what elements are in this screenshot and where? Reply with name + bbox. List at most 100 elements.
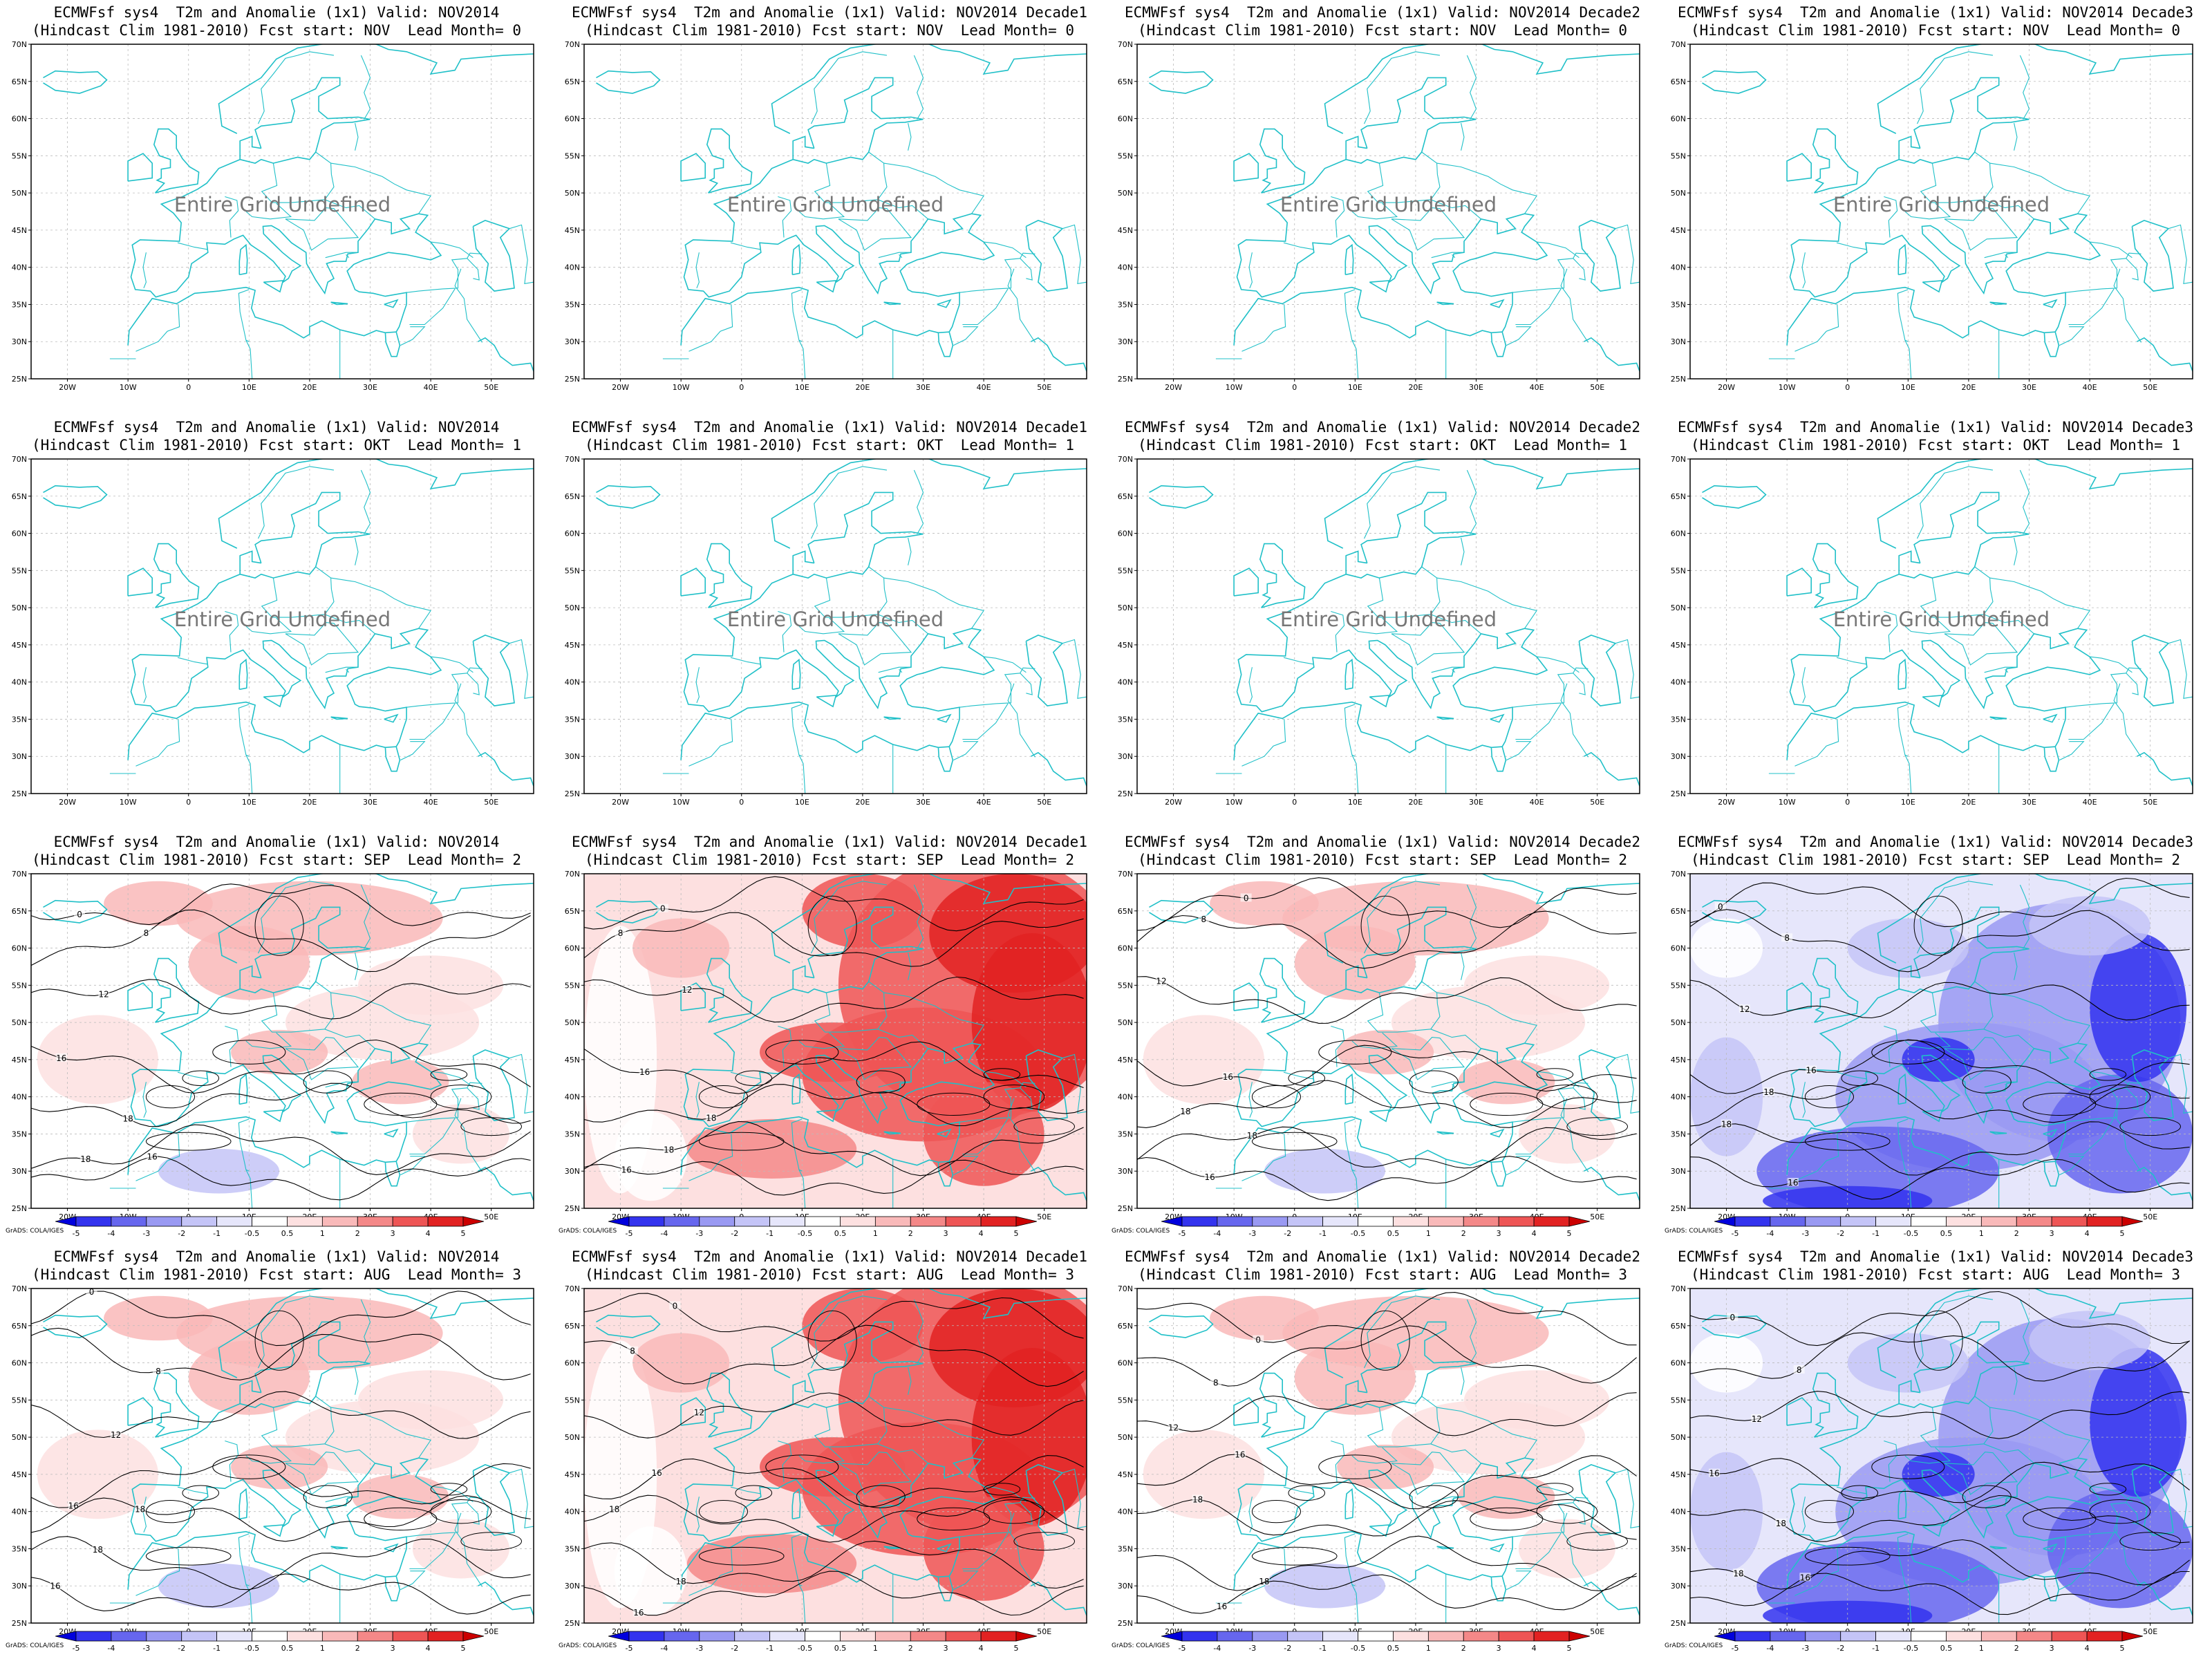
country-border	[2019, 55, 2030, 120]
lat-tick-label: 25N	[12, 375, 27, 384]
country-border	[245, 339, 253, 379]
coastline	[1345, 491, 1477, 579]
isotherm-line	[584, 912, 1084, 967]
panel-subtitle: (Hindcast Clim 1981-2010) Fcst start: AU…	[31, 1266, 521, 1283]
country-border	[877, 614, 928, 635]
colorbar-label: -3	[695, 1229, 703, 1238]
coastline	[1922, 695, 1943, 708]
country-border	[1897, 1118, 1909, 1172]
coastline	[263, 695, 284, 708]
europe-map: 0 8 12 16 18 18 16 70N 65N 60N 55N 50N 45N 40N 35N 30N 2…	[565, 1284, 1087, 1636]
lat-tick-label: 25N	[1118, 789, 1133, 798]
panel-title: ECMWFsf sys4 T2m and Anomalie (1x1) Vali…	[1125, 4, 1640, 21]
country-border	[346, 1499, 350, 1503]
coastline	[771, 459, 1087, 549]
contour-label: 16	[1217, 1602, 1227, 1611]
map-frame	[1136, 44, 1640, 379]
country-border	[1364, 51, 1441, 124]
lon-tick-label: 20W	[612, 383, 629, 392]
contour-label: 16	[50, 1581, 60, 1591]
terrain-contour	[983, 1499, 1045, 1524]
country-border	[467, 673, 480, 695]
lon-tick-label: 20E	[1961, 798, 1976, 807]
lat-tick-label: 25N	[1671, 375, 1686, 384]
country-border	[984, 1071, 1027, 1088]
lat-tick-label: 70N	[1671, 40, 1686, 49]
country-border	[509, 224, 534, 284]
country-border	[2059, 741, 2085, 761]
coastline	[1702, 70, 1767, 94]
colorbar-segment	[2086, 1216, 2123, 1227]
country-border	[1983, 1443, 2034, 1464]
coastline	[1259, 128, 1306, 194]
lat-tick-label: 50N	[12, 189, 27, 198]
colorbar-segment	[1533, 1216, 1570, 1227]
coastline	[791, 1488, 801, 1520]
contour-label: 16	[639, 1067, 650, 1077]
country-border	[355, 537, 359, 565]
anomaly-region	[1763, 1185, 1933, 1208]
grads-credit: GrADS: COLA/IGES	[6, 1642, 64, 1649]
country-border	[730, 242, 761, 250]
lat-tick-label: 55N	[565, 981, 580, 990]
isotherm-line	[1690, 1332, 2190, 1382]
colorbar-label: 2	[908, 1644, 913, 1653]
country-border	[2090, 1485, 2133, 1503]
isotherm-line	[1137, 1156, 1637, 1201]
coastline	[1789, 573, 2101, 747]
coastline	[1259, 957, 1306, 1023]
colorbar-segment	[874, 1216, 911, 1227]
coastline	[1345, 77, 1477, 164]
country-border	[1430, 614, 1481, 635]
lat-tick-label: 50N	[1671, 1433, 1686, 1442]
coastline	[1233, 1397, 1259, 1426]
colorbar-label: -2	[1284, 1644, 1291, 1653]
anomaly-region	[231, 1029, 328, 1075]
country-border	[2005, 669, 2009, 673]
colorbar-label: 2	[355, 1229, 360, 1238]
coastline	[1898, 1321, 2030, 1408]
europe-map: 70N 65N 60N 55N 50N 45N 40N 35N 30N 25N 20W 10W 0 10E…	[565, 455, 1087, 807]
colorbar-segment	[840, 1631, 876, 1642]
terrain-contour	[145, 1546, 232, 1566]
colorbar-segment	[1980, 1631, 2017, 1642]
coastline	[1369, 1109, 1390, 1123]
coastline	[384, 1128, 399, 1138]
colorbar-segment	[1734, 1631, 1771, 1642]
country-border	[245, 1169, 253, 1208]
country-border	[1904, 339, 1912, 379]
lon-tick-label: 50E	[2143, 798, 2157, 807]
lat-tick-label: 30N	[1118, 752, 1133, 761]
lat-tick-label: 55N	[1671, 981, 1686, 990]
colorbar-label: 0.5	[834, 1644, 847, 1653]
lat-tick-label: 55N	[1671, 566, 1686, 575]
map-panel: ECMWFsf sys4 T2m and Anomalie (1x1) Vali…	[553, 415, 1106, 830]
colorbar: -5 -4 -3 -2 -1 -0.5 0.5 1 2 3 4 5	[1161, 1216, 1590, 1238]
coastline	[2131, 635, 2174, 706]
country-border	[135, 1134, 180, 1181]
lat-tick-label: 45N	[12, 226, 27, 235]
colorbar-segment	[2086, 1631, 2123, 1642]
panel-title: ECMWFsf sys4 T2m and Anomalie (1x1) Vali…	[53, 834, 500, 850]
colorbar-label: -5	[626, 1644, 633, 1653]
country-border	[1020, 258, 1033, 281]
country-border	[1506, 741, 1532, 761]
country-border	[467, 258, 480, 281]
lat-tick-label: 55N	[565, 1396, 580, 1405]
isotherm-line	[1137, 1292, 1637, 1346]
coastline	[239, 1321, 371, 1408]
map-panel: ECMWFsf sys4 T2m and Anomalie (1x1) Vali…	[1659, 830, 2212, 1244]
panel-subtitle: (Hindcast Clim 1981-2010) Fcst start: OK…	[1690, 437, 2180, 453]
terrain-contour	[698, 1085, 748, 1109]
colorbar-label: 5	[461, 1644, 466, 1653]
coastline	[1898, 906, 2030, 993]
country-border	[1461, 537, 1465, 565]
contour-label: 16	[1223, 1072, 1233, 1082]
lat-tick-label: 25N	[565, 789, 580, 798]
contour-label: 12	[682, 985, 692, 995]
colorbar-max-arrow	[1015, 1631, 1037, 1642]
colorbar-segment	[1322, 1216, 1358, 1227]
contour-label: 12	[1739, 1004, 1750, 1014]
colorbar-label: 2	[2014, 1229, 2019, 1238]
colorbar-label: 1	[1426, 1229, 1431, 1238]
